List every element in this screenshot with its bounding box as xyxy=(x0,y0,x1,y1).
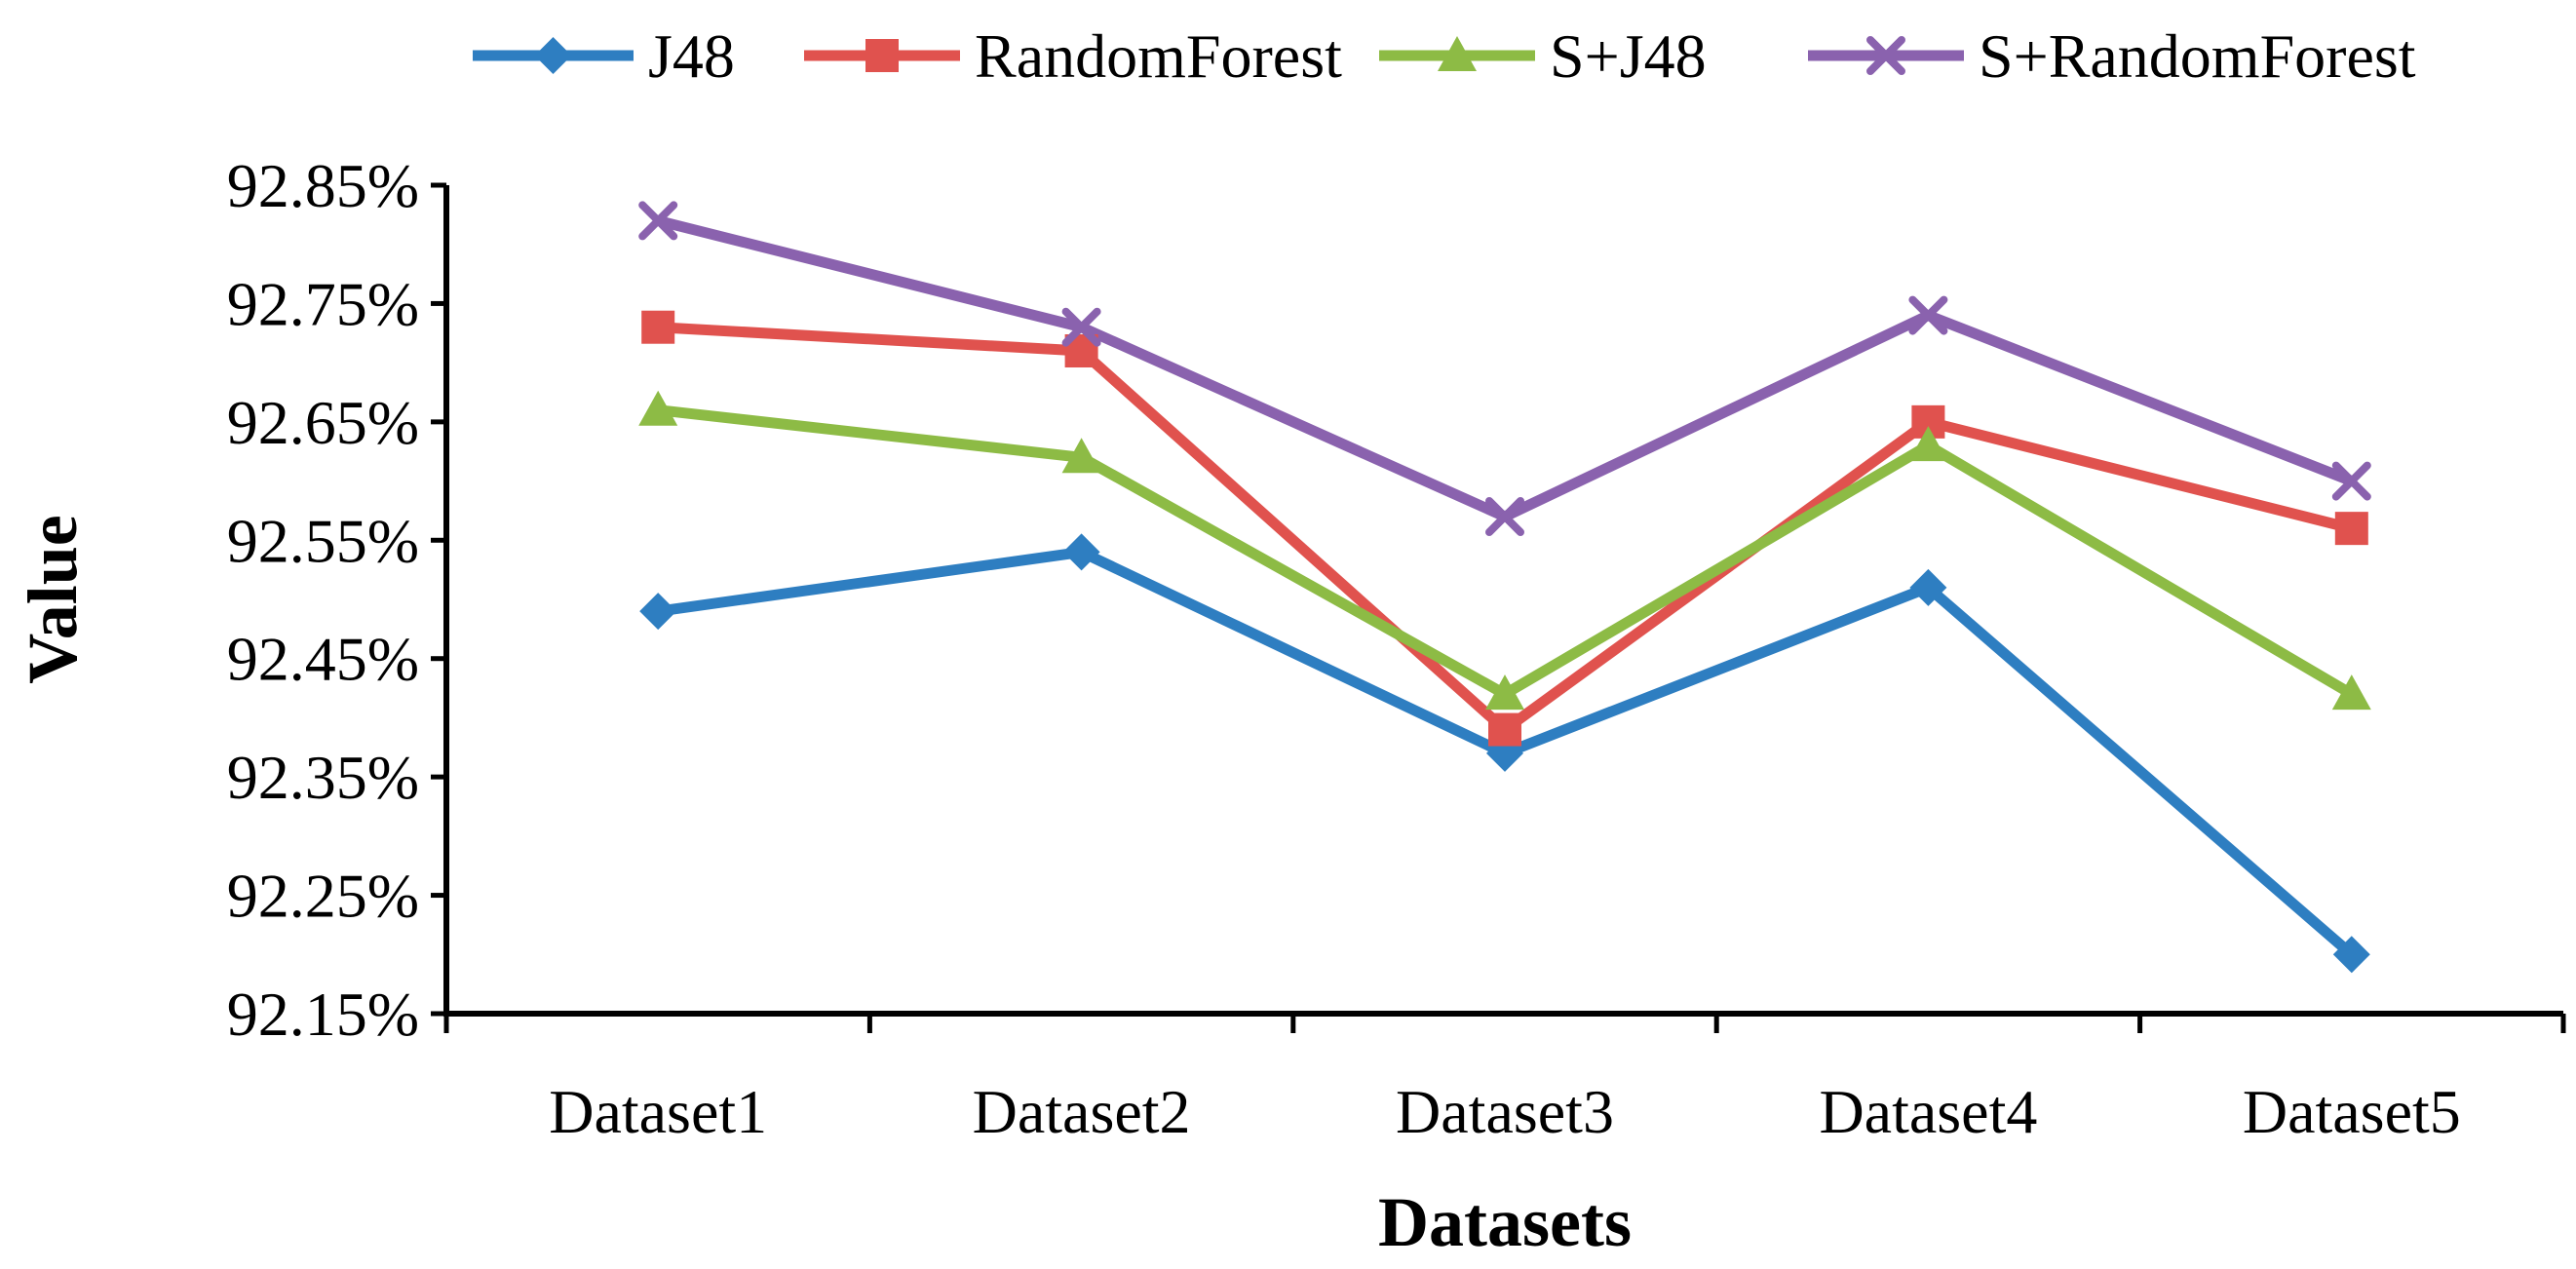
data-point-s-randomforest xyxy=(638,201,678,241)
series-line-s-j48 xyxy=(652,404,2358,700)
y-tick-label: 92.65% xyxy=(227,388,419,457)
y-axis-ticks: 92.15% 92.25% 92.35% 92.45% 92.55% 92.65% 92.7… xyxy=(227,151,446,1049)
y-tick-label: 92.85% xyxy=(227,151,419,220)
x-axis-ticks: Dataset1 Dataset2 Dataset3 Dataset4 Dataset5 xyxy=(443,1014,2566,1146)
x-tick-label: Dataset1 xyxy=(549,1077,767,1146)
data-point-s-randomforest xyxy=(1485,497,1524,536)
x-tick-label: Dataset2 xyxy=(973,1077,1191,1146)
y-tick-label: 92.25% xyxy=(227,862,419,931)
data-point-s-randomforest xyxy=(1061,307,1101,347)
series-lines xyxy=(652,214,2358,960)
y-tick-label: 92.55% xyxy=(227,506,419,575)
data-point-s-j48 xyxy=(638,390,678,426)
y-tick-label: 92.35% xyxy=(227,743,419,812)
legend-item-j48: J48 xyxy=(473,21,735,91)
legend-label: S+RandomForest xyxy=(1979,21,2416,91)
data-point-s-j48 xyxy=(1485,674,1524,711)
y-tick-label: 92.45% xyxy=(227,625,419,694)
series-line-randomforest xyxy=(652,322,2358,736)
y-tick-label: 92.15% xyxy=(227,980,419,1049)
legend-marker xyxy=(534,37,572,74)
data-point-s-randomforest xyxy=(2331,461,2371,501)
data-point-j48 xyxy=(1062,533,1100,571)
legend-label: J48 xyxy=(648,21,735,91)
series-line-s-randomforest xyxy=(652,214,2358,522)
data-point-j48 xyxy=(639,593,677,631)
legend-marker xyxy=(1438,36,1477,71)
data-point-s-j48 xyxy=(2331,674,2371,711)
data-point-randomforest xyxy=(2334,512,2368,546)
x-tick-label: Dataset5 xyxy=(2243,1077,2461,1146)
x-axis-title: Datasets xyxy=(1378,1183,1632,1261)
legend-item-s-randomforest: S+RandomForest xyxy=(1808,21,2416,91)
legend-label: RandomForest xyxy=(975,21,1342,91)
y-tick-label: 92.75% xyxy=(227,269,419,338)
data-point-s-randomforest xyxy=(1908,295,1948,335)
legend: J48 RandomForest S+J48 S+RandomForest xyxy=(473,21,2416,91)
data-point-s-j48 xyxy=(1061,438,1101,474)
legend-marker xyxy=(865,39,899,72)
legend-item-randomforest: RandomForest xyxy=(804,21,1342,91)
data-point-j48 xyxy=(1909,568,1947,606)
series-markers xyxy=(638,201,2371,974)
data-point-s-j48 xyxy=(1908,426,1948,462)
legend-label: S+J48 xyxy=(1550,21,1707,91)
axes xyxy=(443,185,2563,1017)
x-tick-label: Dataset4 xyxy=(1819,1077,2037,1146)
legend-marker xyxy=(1866,36,1905,75)
legend-item-s-j48: S+J48 xyxy=(1379,21,1707,91)
x-tick-label: Dataset3 xyxy=(1396,1077,1614,1146)
data-point-randomforest xyxy=(1488,712,1521,747)
data-point-j48 xyxy=(2332,936,2370,974)
y-axis-title: Value xyxy=(14,515,92,683)
data-point-randomforest xyxy=(641,310,675,344)
